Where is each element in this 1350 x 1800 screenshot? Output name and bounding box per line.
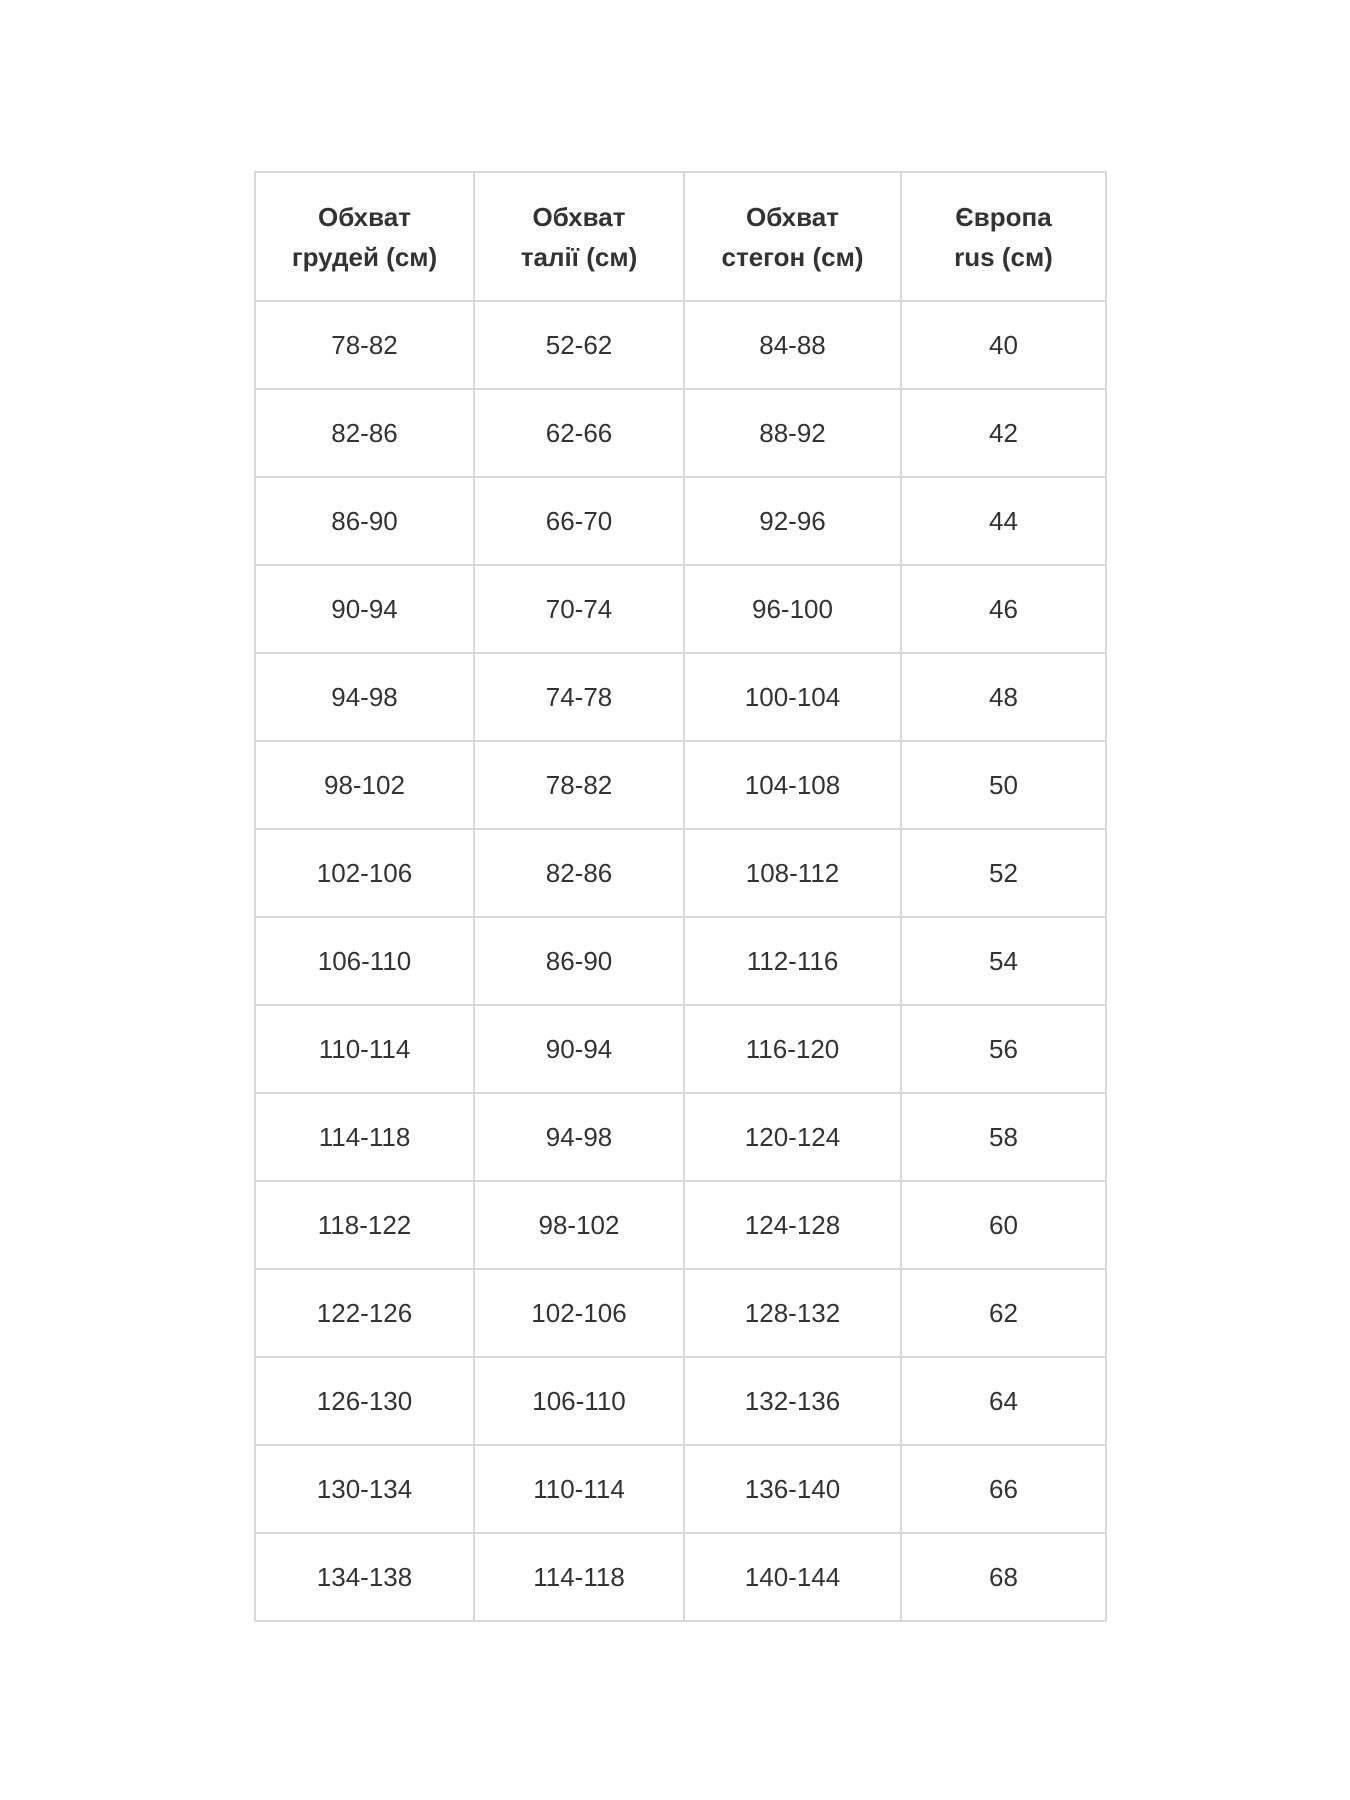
cell-hips: 88-92 — [683, 388, 902, 478]
cell-hips: 108-112 — [683, 828, 902, 918]
cell-europe-size: 40 — [900, 300, 1107, 390]
table-row: 102-106 82-86 108-112 52 — [254, 828, 1107, 918]
cell-europe-size: 48 — [900, 652, 1107, 742]
cell-chest: 106-110 — [254, 916, 475, 1006]
table-row: 82-86 62-66 88-92 42 — [254, 388, 1107, 478]
cell-hips: 136-140 — [683, 1444, 902, 1534]
cell-europe-size: 44 — [900, 476, 1107, 566]
cell-waist: 114-118 — [473, 1532, 685, 1622]
header-line: грудей (см) — [291, 241, 438, 272]
cell-hips: 104-108 — [683, 740, 902, 830]
cell-chest: 78-82 — [254, 300, 475, 390]
header-waist: Обхват талії (см) — [473, 171, 685, 302]
cell-waist: 106-110 — [473, 1356, 685, 1446]
cell-europe-size: 60 — [900, 1180, 1107, 1270]
cell-europe-size: 58 — [900, 1092, 1107, 1182]
cell-hips: 112-116 — [683, 916, 902, 1006]
cell-hips: 132-136 — [683, 1356, 902, 1446]
cell-waist: 62-66 — [473, 388, 685, 478]
table-row: 134-138 114-118 140-144 68 — [254, 1532, 1107, 1622]
cell-chest: 90-94 — [254, 564, 475, 654]
cell-europe-size: 52 — [900, 828, 1107, 918]
table-row: 78-82 52-62 84-88 40 — [254, 300, 1107, 390]
cell-hips: 84-88 — [683, 300, 902, 390]
table-row: 110-114 90-94 116-120 56 — [254, 1004, 1107, 1094]
cell-europe-size: 62 — [900, 1268, 1107, 1358]
table-row: 114-118 94-98 120-124 58 — [254, 1092, 1107, 1182]
header-chest: Обхват грудей (см) — [254, 171, 475, 302]
cell-chest: 94-98 — [254, 652, 475, 742]
cell-waist: 78-82 — [473, 740, 685, 830]
header-line: талії (см) — [520, 241, 638, 272]
cell-hips: 140-144 — [683, 1532, 902, 1622]
table-row: 94-98 74-78 100-104 48 — [254, 652, 1107, 742]
cell-europe-size: 64 — [900, 1356, 1107, 1446]
cell-hips: 128-132 — [683, 1268, 902, 1358]
size-chart-table: Обхват грудей (см) Обхват талії (см) Обхва… — [254, 171, 1107, 1622]
cell-europe-size: 50 — [900, 740, 1107, 830]
header-hips: Обхват стегон (см) — [683, 171, 902, 302]
cell-hips: 116-120 — [683, 1004, 902, 1094]
table-row: 118-122 98-102 124-128 60 — [254, 1180, 1107, 1270]
cell-europe-size: 68 — [900, 1532, 1107, 1622]
cell-waist: 98-102 — [473, 1180, 685, 1270]
cell-hips: 96-100 — [683, 564, 902, 654]
cell-hips: 100-104 — [683, 652, 902, 742]
header-line: Обхват — [532, 201, 626, 232]
cell-waist: 90-94 — [473, 1004, 685, 1094]
cell-chest: 126-130 — [254, 1356, 475, 1446]
table-row: 126-130 106-110 132-136 64 — [254, 1356, 1107, 1446]
cell-chest: 114-118 — [254, 1092, 475, 1182]
cell-waist: 74-78 — [473, 652, 685, 742]
cell-hips: 124-128 — [683, 1180, 902, 1270]
header-europe-size: Європа rus (см) — [900, 171, 1107, 302]
table-row: 122-126 102-106 128-132 62 — [254, 1268, 1107, 1358]
cell-waist: 94-98 — [473, 1092, 685, 1182]
cell-chest: 118-122 — [254, 1180, 475, 1270]
header-line: стегон (см) — [721, 241, 864, 272]
cell-chest: 122-126 — [254, 1268, 475, 1358]
header-line: rus (см) — [954, 241, 1053, 272]
table-row: 98-102 78-82 104-108 50 — [254, 740, 1107, 830]
cell-hips: 92-96 — [683, 476, 902, 566]
header-row: Обхват грудей (см) Обхват талії (см) Обхва… — [254, 171, 1107, 302]
cell-waist: 66-70 — [473, 476, 685, 566]
cell-waist: 86-90 — [473, 916, 685, 1006]
cell-chest: 98-102 — [254, 740, 475, 830]
cell-chest: 82-86 — [254, 388, 475, 478]
cell-chest: 86-90 — [254, 476, 475, 566]
cell-chest: 134-138 — [254, 1532, 475, 1622]
cell-waist: 52-62 — [473, 300, 685, 390]
table-row: 106-110 86-90 112-116 54 — [254, 916, 1107, 1006]
cell-waist: 82-86 — [473, 828, 685, 918]
cell-chest: 110-114 — [254, 1004, 475, 1094]
cell-waist: 70-74 — [473, 564, 685, 654]
cell-hips: 120-124 — [683, 1092, 902, 1182]
header-line: Обхват — [746, 201, 839, 232]
table-row: 130-134 110-114 136-140 66 — [254, 1444, 1107, 1534]
cell-waist: 110-114 — [473, 1444, 685, 1534]
table-row: 86-90 66-70 92-96 44 — [254, 476, 1107, 566]
cell-europe-size: 54 — [900, 916, 1107, 1006]
cell-europe-size: 66 — [900, 1444, 1107, 1534]
cell-europe-size: 46 — [900, 564, 1107, 654]
cell-europe-size: 42 — [900, 388, 1107, 478]
table-row: 90-94 70-74 96-100 46 — [254, 564, 1107, 654]
cell-chest: 102-106 — [254, 828, 475, 918]
cell-chest: 130-134 — [254, 1444, 475, 1534]
header-line: Європа — [955, 201, 1052, 232]
cell-europe-size: 56 — [900, 1004, 1107, 1094]
cell-waist: 102-106 — [473, 1268, 685, 1358]
header-line: Обхват — [318, 201, 411, 232]
